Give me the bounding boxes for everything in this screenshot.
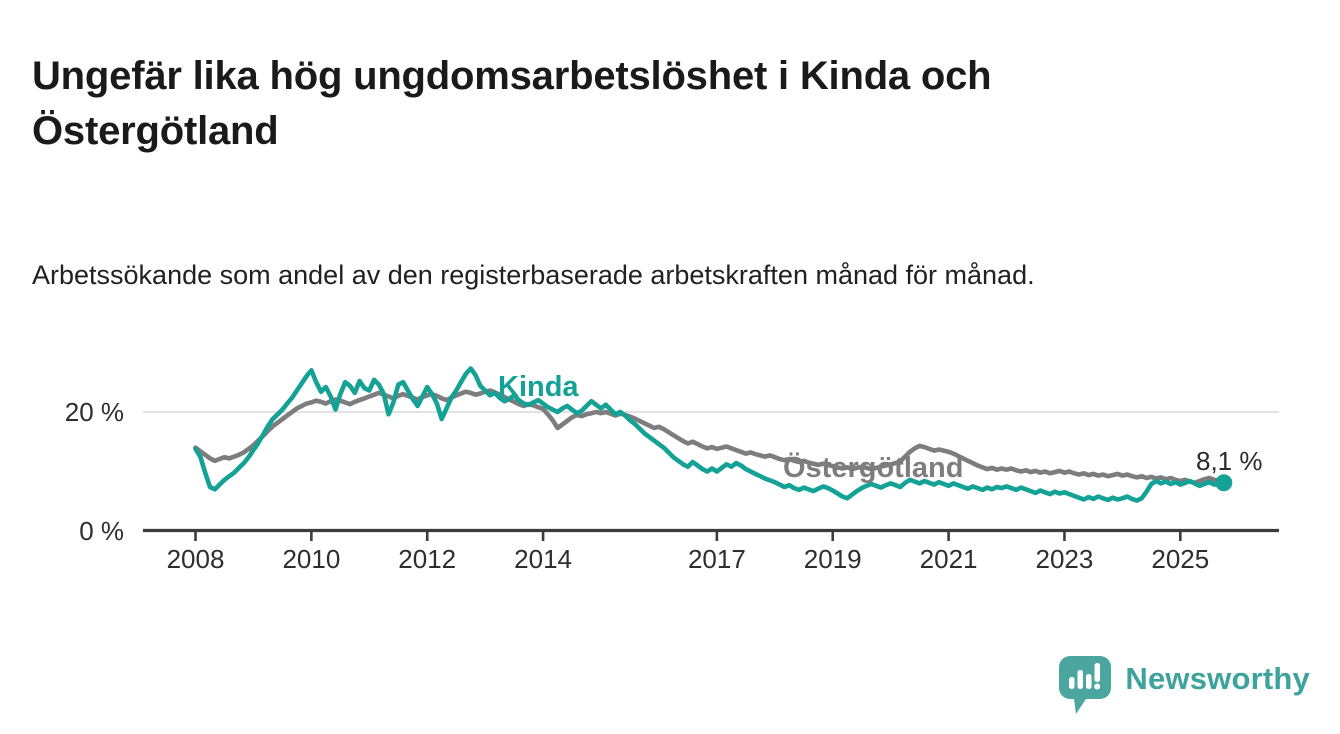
y-tick-label: 20 % (65, 397, 124, 427)
x-tick-label: 2021 (920, 544, 978, 574)
end-point-dot (1215, 474, 1233, 492)
x-tick-label: 2025 (1151, 544, 1209, 574)
series-label-stergtland: Östergötland (783, 451, 963, 484)
page-title: Ungefär lika hög ungdomsarbetslöshet i K… (32, 53, 992, 153)
series-label-kinda: Kinda (498, 371, 579, 403)
logo-bar-3 (1086, 674, 1092, 689)
series-line-stergtland (193, 388, 1227, 486)
newsworthy-logo-icon (1059, 656, 1112, 714)
x-tick-label: 2017 (688, 544, 746, 574)
y-tick-label: 0 % (79, 516, 124, 546)
logo-bar-2 (1077, 670, 1084, 689)
x-tick-label: 2014 (514, 544, 572, 574)
newsworthy-brand: Newsworthy (1058, 655, 1310, 717)
x-tick-label: 2019 (804, 544, 862, 574)
end-value-label: 8,1 % (1196, 446, 1263, 476)
logo-bar-1 (1069, 677, 1075, 689)
x-tick-label: 2012 (398, 544, 456, 574)
logo-exclamation-dot (1094, 683, 1101, 690)
series-line-kinda (193, 366, 1227, 503)
x-tick-label: 2023 (1036, 544, 1094, 574)
logo-exclamation-stem (1094, 663, 1101, 682)
logo-bubble-shape (1059, 656, 1112, 714)
chart-subtitle: Arbetssökande som andel av den registerb… (32, 260, 1035, 290)
x-tick-label: 2010 (282, 544, 340, 574)
x-tick-label: 2008 (167, 544, 225, 574)
newsworthy-wordmark: Newsworthy (1125, 661, 1310, 696)
